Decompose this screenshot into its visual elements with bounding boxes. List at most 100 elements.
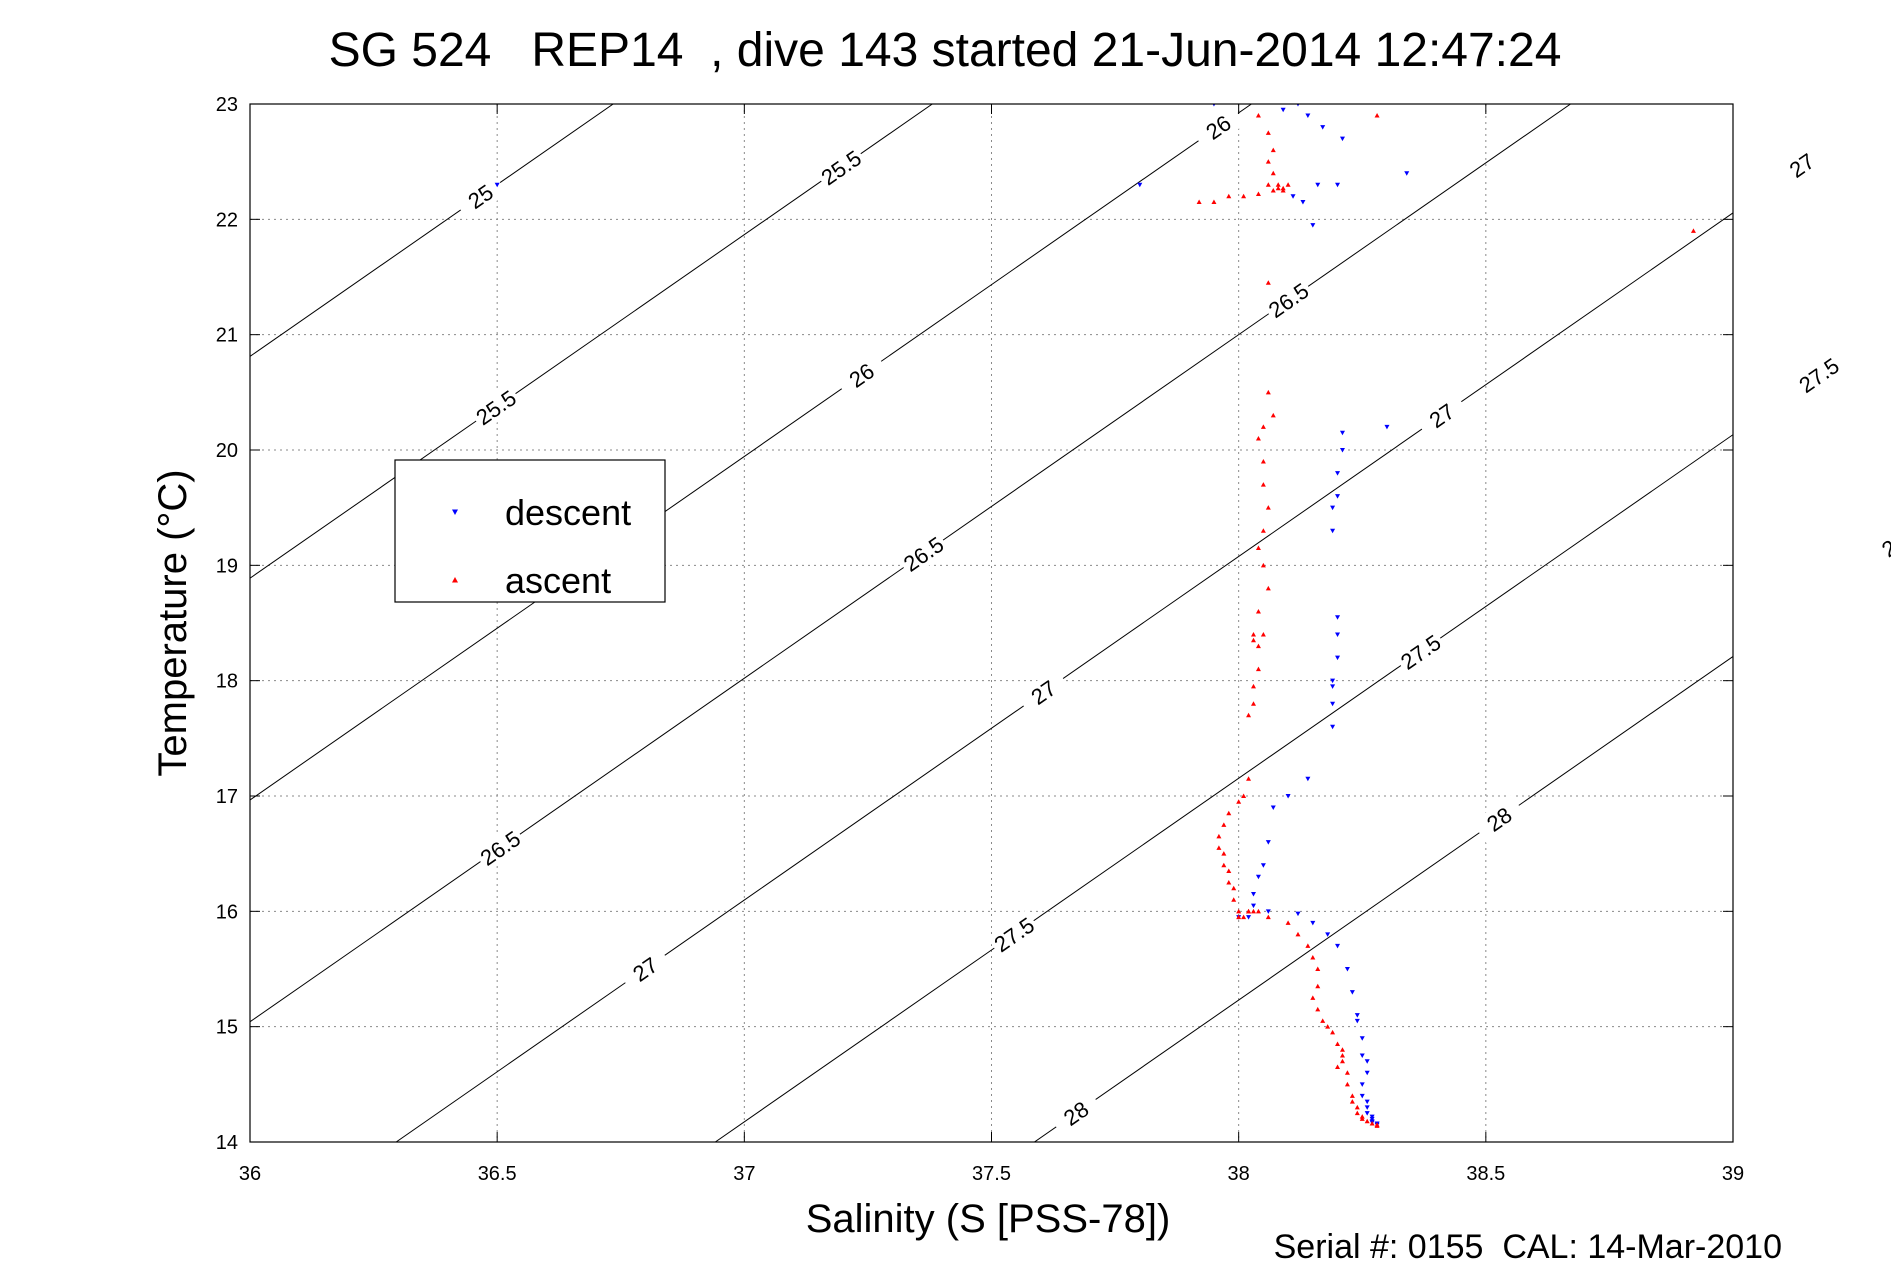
ascent-point <box>1690 228 1696 233</box>
descent-point <box>1359 1082 1365 1087</box>
ascent-point <box>1344 1081 1350 1087</box>
descent-point <box>1305 776 1311 782</box>
descent-point <box>1320 125 1326 130</box>
ascent-point <box>1265 130 1271 135</box>
ascent-point <box>1241 193 1247 199</box>
y-tick-label: 16 <box>216 901 238 923</box>
descent-point <box>1364 1059 1370 1064</box>
axis-ticks: 36 36.5 37 37.5 38 38.5 39 14 15 16 17 18 19 20 21 22 23 <box>216 94 1744 1185</box>
x-tick-label: 37 <box>733 1163 755 1185</box>
descent-point <box>1335 632 1341 638</box>
ascent-point <box>1255 545 1261 551</box>
ascent-point <box>1339 1047 1345 1052</box>
legend-marker-descent <box>452 509 458 515</box>
y-tick-label: 19 <box>216 555 238 577</box>
ascent-point <box>1265 914 1271 920</box>
descent-point <box>1335 471 1341 476</box>
ascent-point <box>1325 1024 1331 1029</box>
contour-label-bg <box>896 529 951 579</box>
ascent-point <box>1221 862 1227 868</box>
legend-label-ascent: ascent <box>505 560 611 601</box>
descent-point <box>1330 724 1336 730</box>
contour-label-bg <box>1261 275 1316 325</box>
density-contour-27 <box>395 212 1733 1142</box>
ascent-point <box>1315 983 1321 989</box>
ascent-point <box>1335 1041 1341 1046</box>
density-contour-25 <box>250 104 614 358</box>
ascent-point <box>1211 199 1217 205</box>
ascent-point <box>1216 845 1222 850</box>
descent-point <box>1335 182 1341 188</box>
descent-point <box>1359 1036 1365 1041</box>
ascent-point <box>1369 1121 1375 1126</box>
descent-point <box>1280 107 1286 113</box>
descent-point <box>1305 113 1311 119</box>
ascent-point <box>1221 851 1227 856</box>
descent-point <box>1246 915 1252 920</box>
ascent-point <box>1354 1110 1360 1116</box>
descent-point <box>1265 909 1271 914</box>
contour-label-bg <box>453 171 508 221</box>
y-tick-label: 14 <box>216 1132 238 1154</box>
density-contour-labels: 2525.525.5262626.526.526.52727272727.527… <box>453 102 1891 1138</box>
ascent-point <box>1344 1070 1350 1075</box>
density-contour-26 <box>250 104 1252 801</box>
ascent-point <box>1335 1064 1341 1070</box>
ascent-point <box>1260 528 1266 533</box>
ascent-point <box>1255 666 1261 672</box>
descent-point <box>494 182 500 188</box>
descent-point <box>1364 1099 1370 1105</box>
ascent-point <box>1236 914 1242 920</box>
descent-point <box>1354 1013 1360 1018</box>
ascent-point <box>1265 389 1271 395</box>
ascent-point <box>1260 424 1266 429</box>
descent-point <box>1285 794 1291 799</box>
descent-point <box>1250 903 1256 909</box>
y-tick-label: 23 <box>216 94 238 116</box>
ascent-point <box>1196 199 1202 205</box>
ascent-point <box>1330 1029 1336 1035</box>
descent-point <box>1330 505 1336 511</box>
ascent-point <box>1285 182 1291 187</box>
ascent-point <box>1320 1018 1326 1023</box>
legend-label-descent: descent <box>505 492 631 533</box>
legend-box <box>394 459 666 603</box>
x-tick-label: 36.5 <box>478 1163 517 1185</box>
ascent-point <box>1265 585 1271 591</box>
ascent-point <box>1310 954 1316 960</box>
ascent-point <box>1270 188 1276 193</box>
y-tick-label: 20 <box>216 440 238 462</box>
contour-label-bg <box>1191 102 1246 152</box>
descent-point <box>1335 655 1341 661</box>
ascent-point <box>1226 880 1232 885</box>
descent-point <box>1364 1070 1370 1076</box>
ascent-point <box>1374 1123 1380 1128</box>
ascent-point <box>1246 712 1252 718</box>
ascent-point <box>1236 908 1242 914</box>
ascent-point <box>1255 435 1261 441</box>
descent-point <box>1369 1116 1375 1122</box>
ascent-point <box>1310 995 1316 1000</box>
ascent-point <box>1255 908 1261 914</box>
descent-point <box>1330 678 1336 684</box>
ascent-point <box>1285 920 1291 925</box>
x-tick-label: 39 <box>1722 1163 1744 1185</box>
ascent-point <box>1250 701 1256 706</box>
descent-point <box>1369 1114 1375 1120</box>
ascent-point <box>1241 793 1247 798</box>
descent-point <box>1330 528 1336 534</box>
ascent-point <box>1374 113 1380 118</box>
legend: descent ascent <box>394 459 666 603</box>
descent-point <box>1325 932 1331 937</box>
y-tick-label: 15 <box>216 1017 238 1039</box>
ascent-point <box>1280 185 1286 191</box>
y-tick-label: 22 <box>216 209 238 231</box>
ascent-point <box>1354 1104 1360 1110</box>
contour-label-bg <box>1866 520 1891 569</box>
ascent-point <box>1315 1006 1321 1012</box>
contour-label-bg <box>1393 627 1448 677</box>
descent-point <box>1295 911 1301 917</box>
ascent-point <box>1275 182 1281 187</box>
ascent-point <box>1265 505 1271 510</box>
